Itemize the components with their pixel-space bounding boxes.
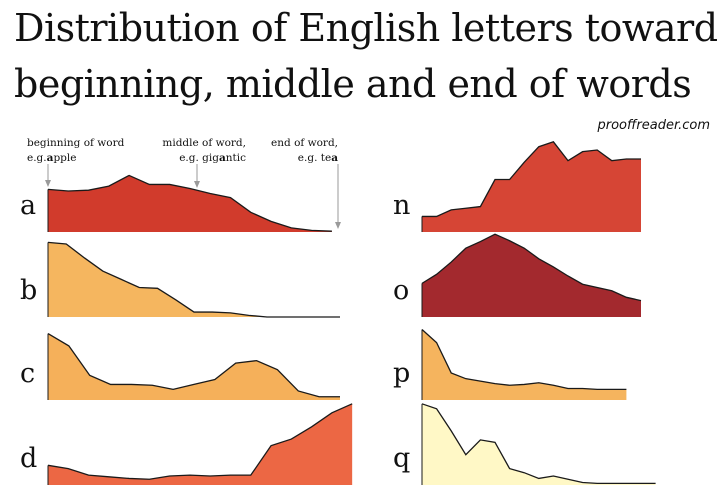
annotation-example: e.g.apple bbox=[27, 152, 76, 164]
annotation-example: e.g. gigantic bbox=[179, 152, 246, 164]
panel-d: d bbox=[20, 403, 353, 485]
outline-c bbox=[47, 333, 340, 398]
panel-a: a bbox=[20, 174, 332, 232]
letter-label-d: d bbox=[20, 443, 37, 474]
annotation-1: beginning of word e.g.apple bbox=[27, 137, 125, 187]
annotation-text: end of word, bbox=[271, 137, 338, 149]
annotation-3: end of word, e.g. tea bbox=[271, 137, 341, 229]
area-n bbox=[422, 141, 641, 232]
annotation-text: beginning of word bbox=[27, 137, 125, 149]
panel-p: p bbox=[393, 328, 627, 400]
letter-label-a: a bbox=[20, 190, 36, 221]
outline-q bbox=[421, 403, 656, 485]
area-b bbox=[48, 242, 340, 317]
area-q bbox=[422, 403, 656, 485]
outline-d bbox=[47, 403, 353, 480]
annotation-arrowhead bbox=[45, 180, 51, 187]
outline-o bbox=[421, 233, 642, 302]
example-letter: a bbox=[47, 152, 54, 164]
panel-b: b bbox=[20, 241, 340, 318]
letter-label-n: n bbox=[393, 190, 410, 221]
letter-label-c: c bbox=[20, 358, 35, 389]
annotation-arrowhead bbox=[194, 181, 200, 188]
annotation-arrowhead bbox=[335, 222, 341, 229]
outline-p bbox=[421, 328, 627, 390]
letter-label-p: p bbox=[393, 358, 410, 389]
panel-q: q bbox=[393, 403, 656, 485]
example-suffix: ntic bbox=[226, 152, 246, 164]
panel-o: o bbox=[393, 233, 642, 317]
panel-n: n bbox=[393, 141, 641, 232]
letter-panels: a b c d n o p q bbox=[20, 141, 656, 485]
area-p bbox=[422, 329, 627, 400]
outline-n bbox=[422, 141, 641, 218]
annotation-2: middle of word, e.g. gigantic bbox=[162, 137, 246, 188]
example-prefix: e.g. te bbox=[298, 152, 331, 164]
outline-a bbox=[47, 174, 332, 232]
example-letter: a bbox=[219, 152, 226, 164]
source-credit: prooffreader.com bbox=[597, 118, 711, 133]
letter-label-o: o bbox=[393, 275, 409, 306]
example-prefix: e.g. gig bbox=[179, 152, 219, 164]
panel-c: c bbox=[20, 333, 340, 400]
area-a bbox=[48, 175, 332, 232]
area-c bbox=[48, 333, 340, 400]
area-d bbox=[48, 403, 353, 485]
chart-title-line-2: beginning, middle and end of words bbox=[14, 62, 692, 106]
example-letter: a bbox=[331, 152, 338, 164]
chart-title-line-1: Distribution of English letters toward bbox=[14, 6, 718, 50]
letter-label-b: b bbox=[20, 275, 37, 306]
annotation-example: e.g. tea bbox=[298, 152, 338, 164]
annotation-text: middle of word, bbox=[162, 137, 246, 149]
letter-label-q: q bbox=[393, 443, 410, 474]
outline-b bbox=[47, 241, 340, 318]
example-prefix: e.g. bbox=[27, 152, 47, 164]
area-o bbox=[422, 234, 641, 317]
example-suffix: pple bbox=[53, 152, 76, 164]
